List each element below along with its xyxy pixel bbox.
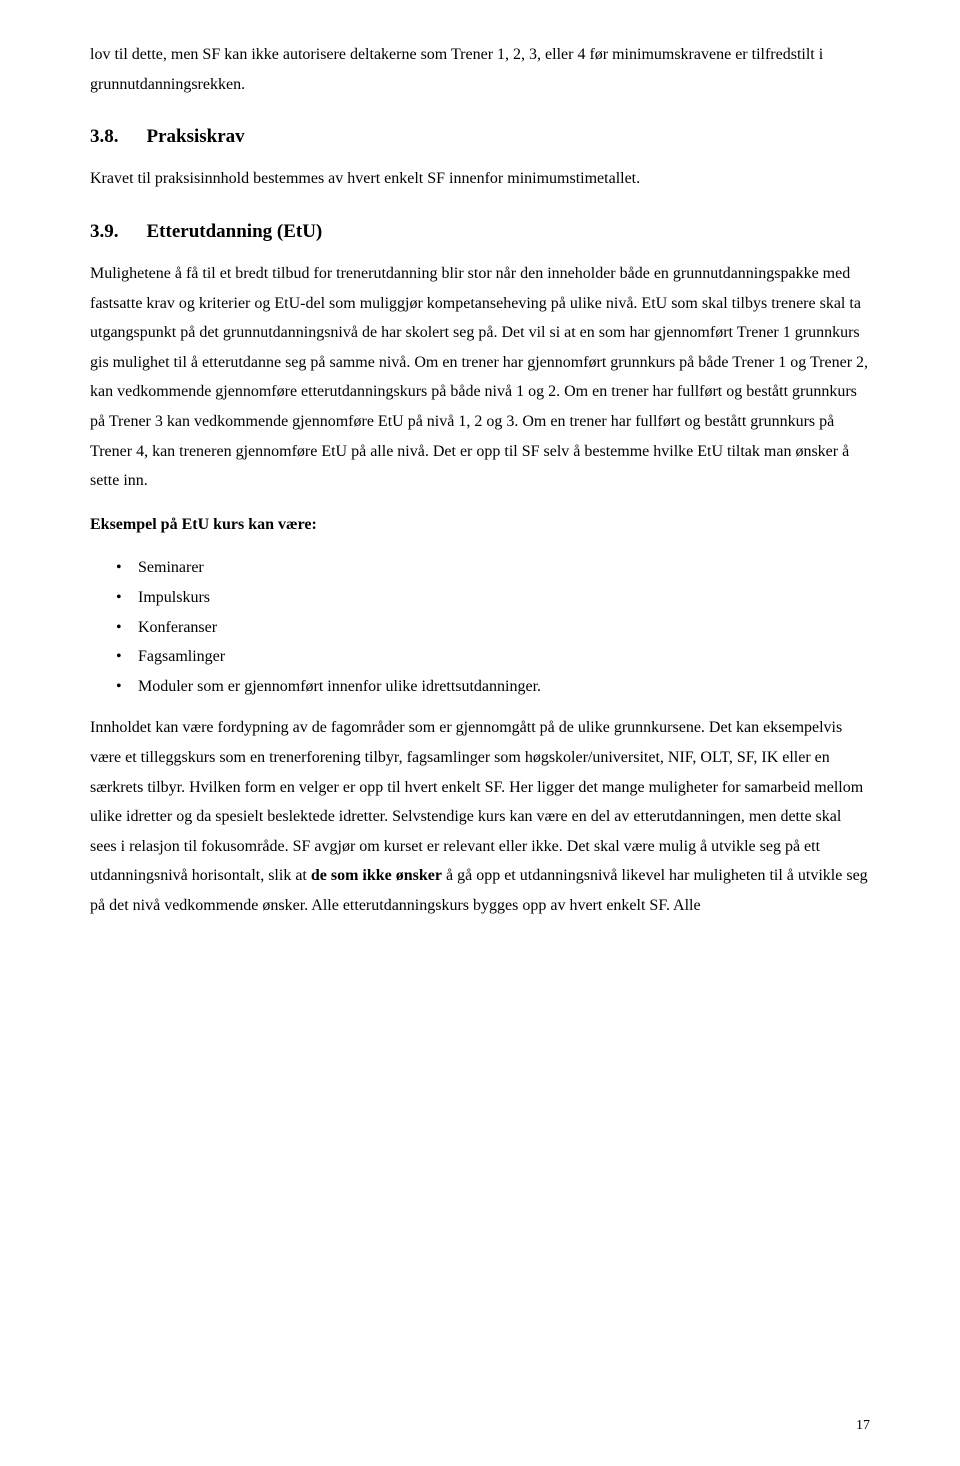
document-body: lov til dette, men SF kan ikke autoriser…: [90, 40, 870, 921]
paragraph: lov til dette, men SF kan ikke autoriser…: [90, 40, 870, 99]
text-bold: de som ikke ønsker: [311, 867, 442, 884]
list-item: Seminarer: [116, 553, 870, 583]
heading-39: 3.9. Etterutdanning (EtU): [90, 214, 870, 249]
heading-text: Praksiskrav: [147, 126, 245, 147]
heading-38: 3.8. Praksiskrav: [90, 119, 870, 154]
list-item: Moduler som er gjennomført innenfor ulik…: [116, 672, 870, 702]
text-run: Innholdet kan være fordypning av de fago…: [90, 719, 863, 884]
list-item: Konferanser: [116, 613, 870, 643]
paragraph: Mulighetene å få til et bredt tilbud for…: [90, 259, 870, 496]
page-number: 17: [856, 1418, 870, 1434]
heading-number: 3.8.: [90, 119, 119, 154]
paragraph: Kravet til praksisinnhold bestemmes av h…: [90, 164, 870, 194]
list-item: Fagsamlinger: [116, 642, 870, 672]
bullet-list: Seminarer Impulskurs Konferanser Fagsaml…: [90, 553, 870, 701]
heading-number: 3.9.: [90, 214, 119, 249]
list-item: Impulskurs: [116, 583, 870, 613]
paragraph: Innholdet kan være fordypning av de fago…: [90, 713, 870, 920]
paragraph-bold: Eksempel på EtU kurs kan være:: [90, 510, 870, 540]
heading-text: Etterutdanning (EtU): [147, 221, 323, 242]
